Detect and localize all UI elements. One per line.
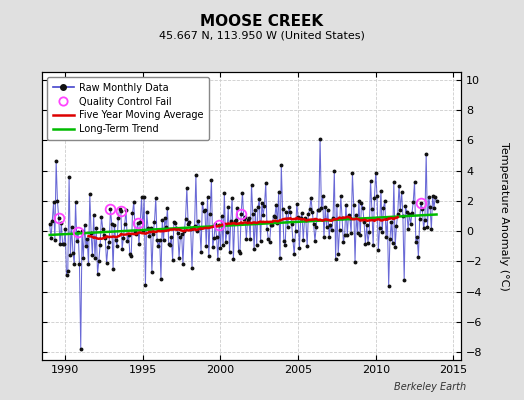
Legend: Raw Monthly Data, Quality Control Fail, Five Year Moving Average, Long-Term Tren: Raw Monthly Data, Quality Control Fail, … bbox=[47, 77, 209, 140]
Y-axis label: Temperature Anomaly (°C): Temperature Anomaly (°C) bbox=[499, 142, 509, 290]
Text: MOOSE CREEK: MOOSE CREEK bbox=[201, 14, 323, 29]
Text: 45.667 N, 113.950 W (United States): 45.667 N, 113.950 W (United States) bbox=[159, 30, 365, 40]
Text: Berkeley Earth: Berkeley Earth bbox=[394, 382, 466, 392]
